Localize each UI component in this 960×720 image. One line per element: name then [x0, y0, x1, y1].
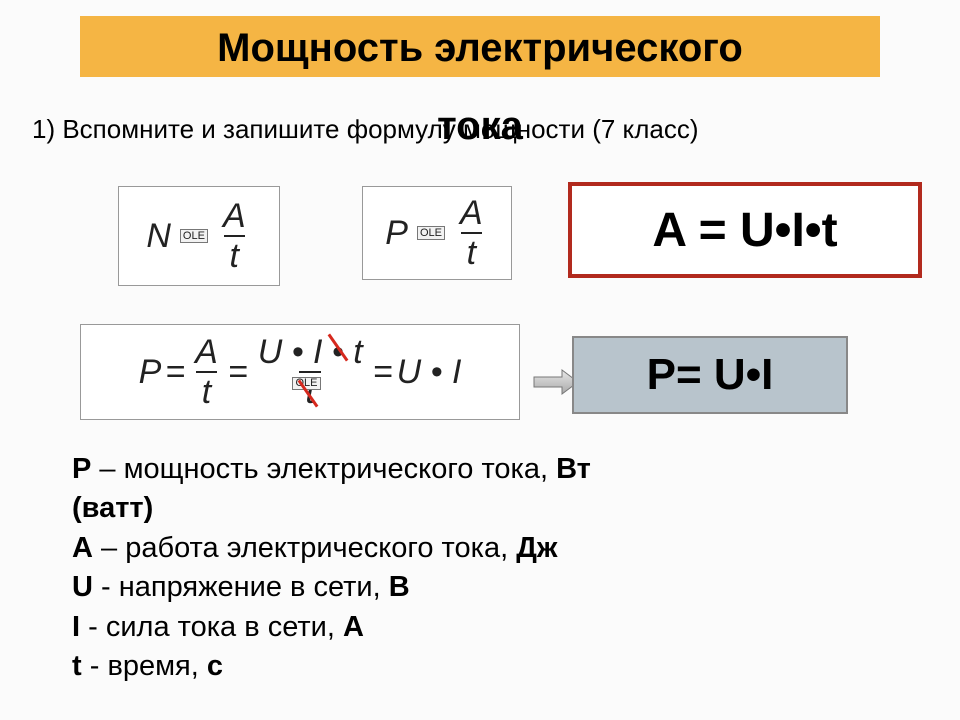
equals-sign: = [165, 353, 185, 392]
ole-placeholder-icon: OLE [180, 229, 208, 243]
var-p: P [139, 353, 162, 392]
legend-unit: с [207, 650, 223, 682]
legend-text: - время, [82, 650, 207, 682]
legend-line: (ватт) [72, 489, 591, 528]
derivation-box: P = A t = U • I • t OLE t = U • I [80, 324, 520, 420]
fraction: A t [217, 199, 252, 273]
legend-text: - напряжение в сети, [93, 571, 389, 603]
legend-sym: U [72, 571, 93, 603]
denominator: t [461, 232, 482, 270]
legend-line: P – мощность электрического тока, Вт [72, 450, 591, 489]
var-n: N [146, 217, 171, 256]
uit-text: U • I • t [258, 333, 363, 371]
legend-unit: Вт [556, 453, 591, 485]
formula-result-box: P= U•I [572, 336, 848, 414]
legend-line: t - время, с [72, 647, 591, 686]
ole-placeholder-icon: OLE [417, 226, 445, 240]
slide: Мощность электрического тока 1) Вспомнит… [0, 0, 960, 720]
var-p: P [385, 214, 408, 253]
numerator: A [189, 335, 224, 371]
legend-unit: В [389, 571, 410, 603]
numerator: A [217, 199, 252, 235]
legend-unit-extra: (ватт) [72, 492, 153, 524]
legend-line: U - напряжение в сети, В [72, 568, 591, 607]
legend-sym: А [72, 532, 93, 564]
title-banner: Мощность электрического [80, 16, 880, 77]
legend-text: – работа электрического тока, [93, 532, 516, 564]
prompt-text: 1) Вспомните и запишите формулу мощности… [32, 114, 699, 145]
legend-line: I - сила тока в сети, А [72, 608, 591, 647]
formula-p-box: P OLE A t [362, 186, 512, 280]
equals-sign: = [228, 353, 248, 392]
numerator: A [454, 196, 489, 232]
denominator: OLE t [299, 371, 320, 409]
fraction: A t [454, 196, 489, 270]
legend-text: – мощность электрического тока, [91, 453, 556, 485]
legend-sym: t [72, 650, 82, 682]
denominator: t [196, 371, 217, 409]
legend-unit: Дж [516, 532, 557, 564]
formula-n-box: N OLE A t [118, 186, 280, 286]
legend-sym: I [72, 611, 80, 643]
rhs-ui: U • I [397, 353, 462, 392]
numerator-uit: U • I • t [252, 335, 369, 371]
equals-sign: = [373, 353, 393, 392]
legend-sym: P [72, 453, 91, 485]
denominator: t [224, 235, 245, 273]
formula-work-box: A = U•I•t [568, 182, 922, 278]
legend-unit: А [343, 611, 364, 643]
legend-text: - сила тока в сети, [80, 611, 343, 643]
fraction: A t [189, 335, 224, 409]
legend-line: А – работа электрического тока, Дж [72, 529, 591, 568]
legend: P – мощность электрического тока, Вт (ва… [72, 450, 591, 687]
